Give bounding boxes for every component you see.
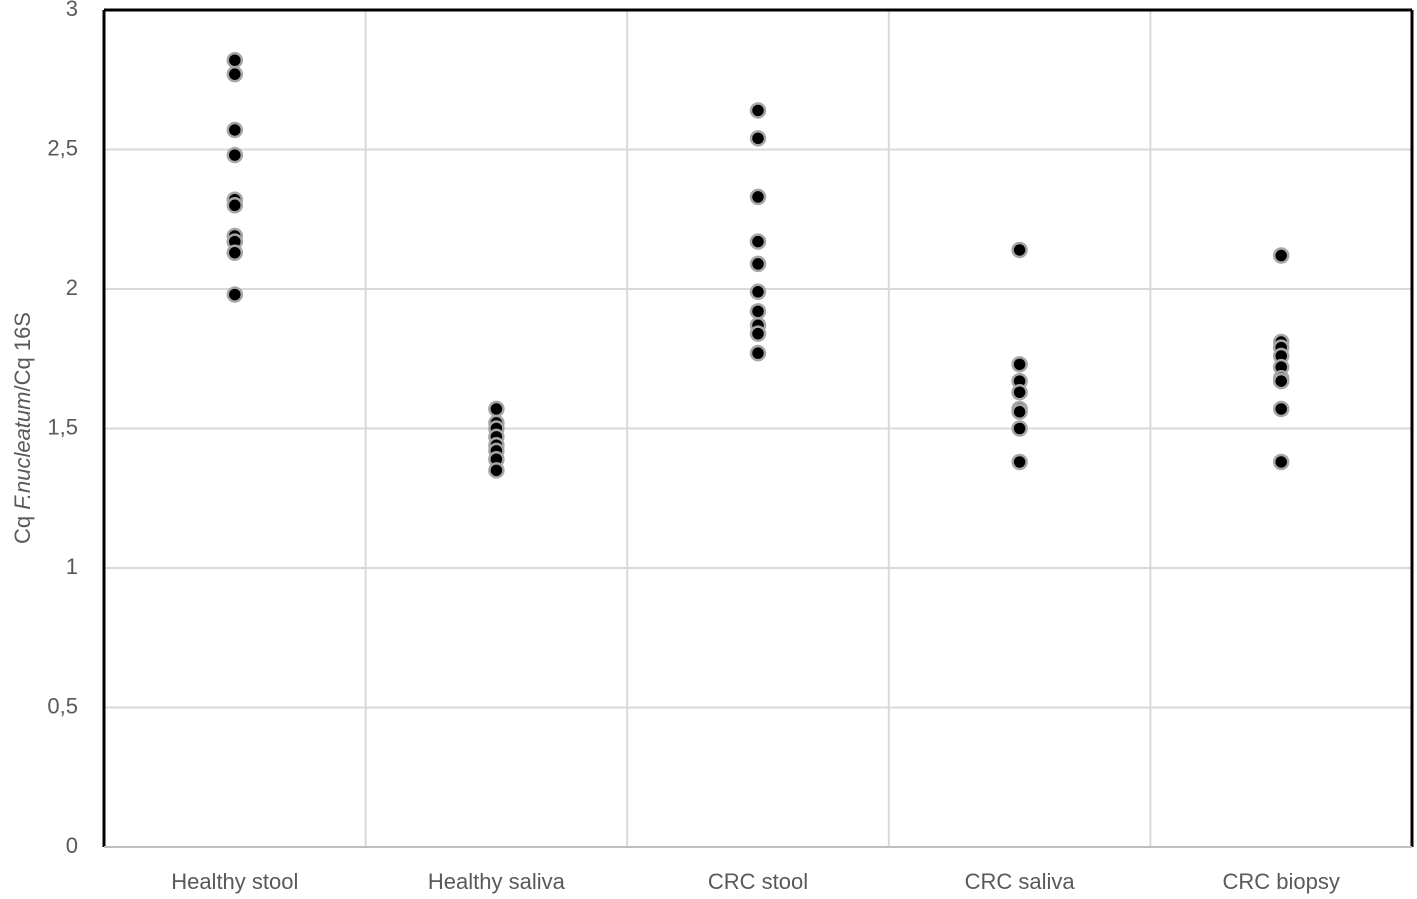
y-axis-title-part: Cq [10, 510, 35, 544]
y-tick-label: 1,5 [47, 414, 78, 439]
y-tick-label: 3 [66, 0, 78, 21]
data-point [1272, 247, 1290, 264]
data-point [226, 286, 244, 303]
x-tick-label: CRC stool [708, 869, 808, 894]
data-point [749, 255, 767, 273]
data-point [226, 146, 244, 164]
data-point [749, 283, 767, 301]
data-point [749, 233, 767, 250]
data-point [1272, 400, 1290, 418]
data-point [1272, 372, 1290, 390]
data-point [749, 130, 767, 147]
y-tick-label: 2 [66, 275, 78, 300]
data-point [226, 51, 244, 69]
y-tick-label: 2,5 [47, 135, 78, 160]
y-axis-title-part: F.nucleatum [10, 392, 35, 510]
x-tick-label: CRC saliva [965, 869, 1076, 894]
data-point [1011, 420, 1028, 437]
data-point [1011, 356, 1028, 373]
y-tick-label: 0,5 [47, 693, 78, 718]
x-tick-label: Healthy saliva [428, 869, 566, 894]
x-tick-label: Healthy stool [171, 869, 298, 894]
data-point [1011, 383, 1028, 401]
data-point [749, 102, 767, 119]
y-tick-label: 1 [66, 554, 78, 579]
data-point [488, 400, 505, 418]
data-point [749, 303, 767, 320]
data-point [226, 121, 244, 139]
data-point [749, 344, 767, 362]
data-point [1272, 453, 1290, 471]
y-axis-title: Cq F.nucleatum/Cq 16S [10, 312, 35, 544]
data-point [1011, 453, 1028, 471]
data-point [488, 462, 505, 479]
data-point [226, 65, 244, 83]
data-point [749, 325, 767, 342]
data-point [226, 244, 244, 261]
y-axis-title-part: /Cq 16S [10, 312, 35, 392]
x-tick-label: CRC biopsy [1223, 869, 1340, 894]
data-point [226, 197, 244, 214]
y-tick-label: 0 [66, 833, 78, 858]
data-point [749, 188, 767, 206]
data-point [1011, 241, 1028, 259]
data-point [1011, 403, 1028, 421]
